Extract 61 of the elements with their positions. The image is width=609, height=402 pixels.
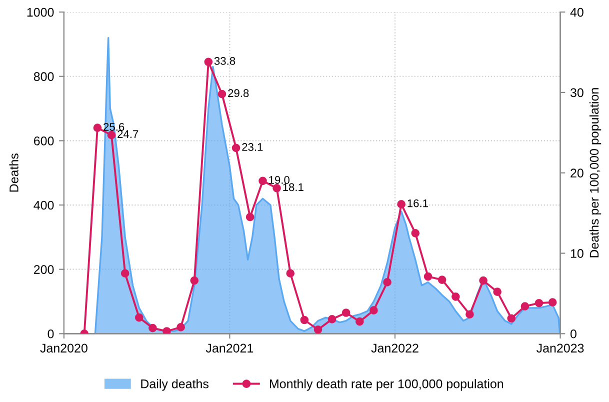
point — [520, 302, 530, 310]
point — [134, 313, 144, 322]
y2-tick-label: 10 — [570, 249, 584, 258]
y2-tick-label: 30 — [570, 88, 584, 98]
y2-tick-label: 0 — [570, 329, 576, 338]
point — [93, 124, 102, 132]
point — [548, 298, 557, 306]
data-label: 19.0 — [269, 176, 290, 184]
point — [342, 308, 350, 317]
point — [328, 315, 336, 324]
point — [355, 317, 364, 326]
point — [452, 292, 460, 301]
point — [479, 276, 488, 285]
point — [314, 325, 322, 334]
y-tick-label: 1000 — [27, 8, 54, 17]
point — [246, 212, 254, 222]
x-tick-label: Jan2021 — [206, 344, 254, 353]
point — [204, 58, 213, 66]
point — [218, 90, 226, 98]
data-label: 23.1 — [242, 143, 263, 151]
y-tick-label: 200 — [34, 265, 54, 274]
y-axis-title: Deaths — [9, 154, 18, 192]
point — [370, 306, 378, 315]
point — [107, 130, 116, 140]
point — [397, 200, 406, 208]
point — [272, 184, 281, 192]
data-label: 24.7 — [118, 130, 138, 138]
x-tick-label: Jan2022 — [371, 344, 418, 353]
point — [300, 316, 309, 324]
data-label: 29.8 — [228, 89, 249, 98]
data-label: 33.8 — [214, 57, 236, 65]
point — [258, 176, 267, 186]
y2-tick-label: 40 — [570, 8, 584, 17]
x-tick-label: Jan2020 — [40, 344, 88, 353]
point — [232, 144, 240, 152]
legend-label: Daily deaths — [141, 379, 209, 391]
y2-axis-title: Deaths per 100,000 population — [589, 88, 602, 258]
data-label: 16.1 — [408, 199, 428, 208]
point — [424, 272, 432, 281]
y2-tick-label: 20 — [570, 168, 584, 178]
point — [438, 276, 446, 284]
point — [411, 228, 420, 238]
point — [120, 269, 130, 278]
y-tick-label: 800 — [34, 72, 54, 82]
point — [148, 324, 157, 332]
point — [383, 278, 392, 286]
x-tick-label: Jan2023 — [536, 344, 584, 353]
point — [507, 314, 516, 323]
y-tick-label: 600 — [34, 136, 54, 146]
legend-label: Monthly death rate per 100,000 population — [270, 379, 504, 391]
y-tick-label: 400 — [34, 200, 54, 210]
data-label: 25.6 — [104, 122, 124, 131]
point — [176, 323, 185, 332]
point — [190, 276, 199, 285]
point — [466, 310, 474, 319]
point — [286, 269, 295, 278]
point — [534, 298, 544, 308]
point — [162, 327, 171, 334]
data-label: 18.1 — [283, 183, 304, 192]
point — [493, 288, 502, 296]
y-tick-label: 0 — [48, 329, 54, 338]
